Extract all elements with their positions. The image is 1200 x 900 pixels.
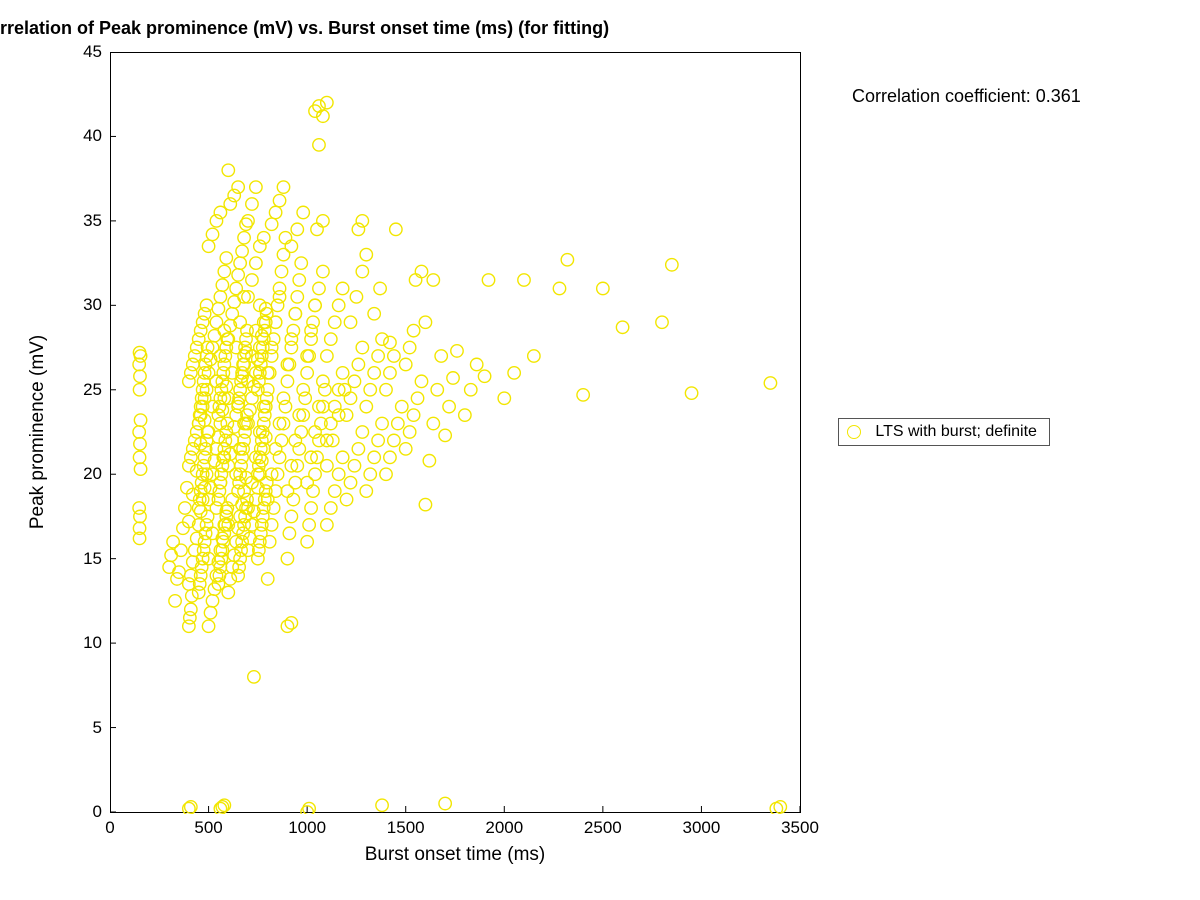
x-tick-label: 3500 bbox=[781, 818, 819, 838]
y-tick-label: 40 bbox=[83, 126, 102, 146]
x-tick-label: 2500 bbox=[584, 818, 622, 838]
x-tick-label: 3000 bbox=[683, 818, 721, 838]
x-tick-label: 1500 bbox=[387, 818, 425, 838]
legend: LTS with burst; definite bbox=[838, 418, 1050, 446]
x-axis-label: Burst onset time (ms) bbox=[365, 844, 546, 866]
y-tick-label: 25 bbox=[83, 380, 102, 400]
correlation-annotation: Correlation coefficient: 0.361 bbox=[852, 86, 1081, 107]
data-points bbox=[133, 96, 787, 814]
chart-container: rrelation of Peak prominence (mV) vs. Bu… bbox=[0, 0, 1200, 900]
x-tick-label: 0 bbox=[105, 818, 114, 838]
y-axis-label: Peak prominence (mV) bbox=[27, 335, 49, 529]
x-tick-label: 2000 bbox=[485, 818, 523, 838]
y-tick-label: 0 bbox=[93, 802, 102, 822]
y-tick-label: 20 bbox=[83, 464, 102, 484]
chart-title: rrelation of Peak prominence (mV) vs. Bu… bbox=[0, 18, 609, 39]
x-tick-label: 500 bbox=[194, 818, 222, 838]
scatter-plot bbox=[110, 52, 802, 814]
y-tick-label: 10 bbox=[83, 633, 102, 653]
y-tick-label: 30 bbox=[83, 295, 102, 315]
x-tick-label: 1000 bbox=[288, 818, 326, 838]
y-tick-label: 45 bbox=[83, 42, 102, 62]
y-tick-label: 35 bbox=[83, 211, 102, 231]
legend-label: LTS with burst; definite bbox=[875, 423, 1037, 441]
legend-marker-icon bbox=[847, 425, 861, 439]
y-tick-label: 5 bbox=[93, 718, 102, 738]
y-tick-label: 15 bbox=[83, 549, 102, 569]
